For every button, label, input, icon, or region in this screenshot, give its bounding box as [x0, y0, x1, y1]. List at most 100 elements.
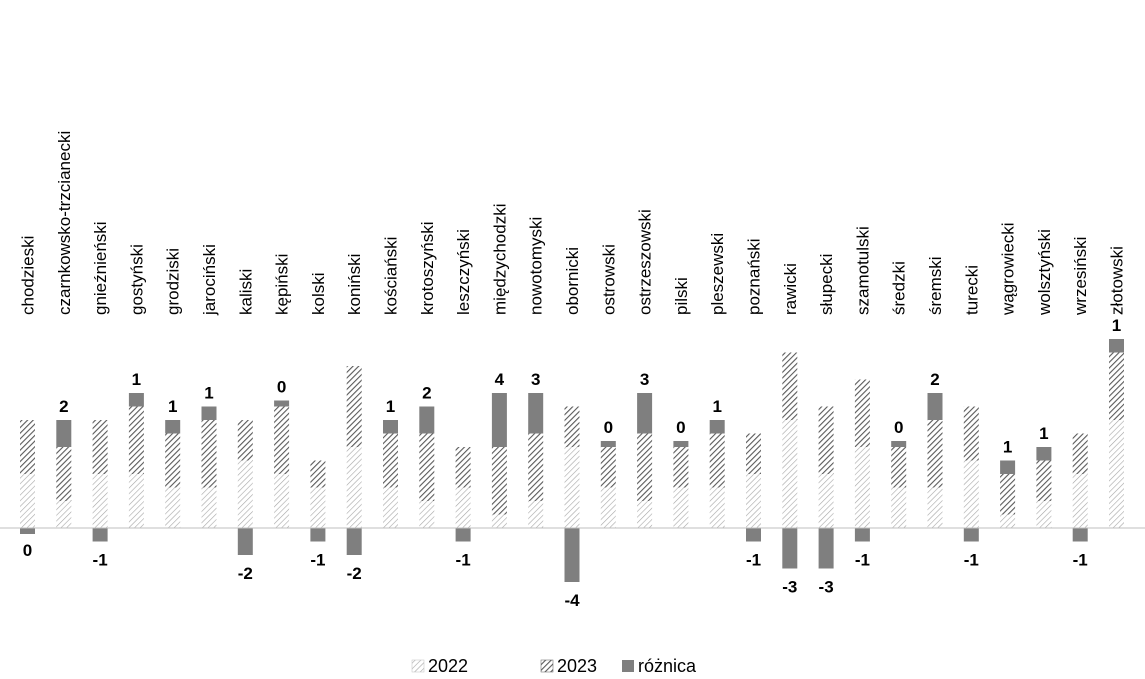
bar-roznica [455, 528, 471, 542]
category-label: chodzieski [19, 236, 38, 315]
category-label: ostrowski [599, 244, 618, 315]
bar-roznica [310, 528, 326, 542]
category-label: kolski [309, 272, 328, 315]
data-label: 1 [1039, 424, 1048, 443]
bar-2023 [237, 420, 253, 461]
category-labels: chodzieski czarnkowsko-trzcianecki gnieźni… [19, 131, 1127, 316]
bar-2022 [746, 474, 761, 528]
bar-roznica [963, 528, 979, 542]
bar-2022 [310, 487, 326, 528]
data-label: -1 [456, 551, 471, 570]
category-label: rawicki [781, 263, 800, 315]
bar-2022 [92, 474, 108, 528]
data-label: 1 [386, 397, 395, 416]
bar-2023 [346, 366, 362, 447]
category-label: krotoszyński [418, 221, 437, 315]
data-label: -1 [1073, 551, 1088, 570]
bar-2023 [673, 447, 689, 488]
data-label: -1 [310, 551, 325, 570]
data-labels: 0 2 -1 1 1 1 -2 0 -1 -2 1 2 -1 4 3 -4 0 3 0 1 -1 -3 -3 -1 0 2 -1 1 1… [23, 316, 1121, 610]
data-label: 0 [277, 378, 286, 397]
bar-2023 [383, 433, 398, 488]
bar-2023 [891, 447, 907, 488]
bar-2022 [600, 487, 616, 528]
bar-2023 [20, 420, 35, 474]
bar-2022 [782, 420, 798, 528]
data-label: 0 [676, 418, 685, 437]
category-label: nowotomyski [527, 217, 546, 315]
bar-2023 [92, 420, 108, 474]
bar-2023 [56, 447, 72, 501]
bar-2023 [274, 406, 290, 474]
bar-2023 [709, 433, 725, 488]
bar-2023 [782, 352, 798, 420]
bar-2022 [1109, 420, 1124, 528]
bar-roznica [818, 528, 834, 569]
data-label: 1 [132, 370, 141, 389]
data-label: 1 [204, 384, 213, 403]
bar-2023 [1109, 352, 1124, 420]
bar-2022 [419, 501, 435, 528]
data-label: 4 [495, 370, 505, 389]
bar-2023 [419, 433, 435, 501]
data-label: -3 [782, 578, 797, 597]
bar-roznica [927, 393, 943, 420]
bar-2023 [491, 447, 507, 515]
category-label: wągrowiecki [999, 222, 1018, 316]
category-label: międzychodzki [490, 204, 509, 316]
bar-2023 [600, 447, 616, 488]
bar-2023 [1072, 433, 1088, 474]
bar-roznica [346, 528, 362, 555]
bar-2022 [491, 514, 507, 528]
bar-2023 [637, 433, 653, 501]
bar-2022 [346, 447, 362, 528]
bar-roznica [128, 393, 144, 407]
bars [20, 339, 1124, 582]
bar-roznica [491, 393, 507, 447]
bar-roznica [1000, 460, 1016, 474]
bar-2022 [1000, 514, 1016, 528]
bar-2022 [891, 487, 907, 528]
bar-2023 [963, 406, 979, 461]
bar-2023 [818, 406, 834, 474]
bar-roznica [1109, 339, 1124, 353]
category-label: szamotulski [853, 226, 872, 315]
bar-2022 [564, 447, 580, 528]
bar-2022 [165, 487, 181, 528]
bar-roznica [274, 400, 290, 407]
bar-2022 [20, 474, 35, 528]
data-label: -3 [819, 578, 834, 597]
bar-2023 [854, 379, 870, 447]
data-label: 1 [168, 397, 177, 416]
legend-swatch-2022 [411, 659, 425, 673]
data-label: 0 [23, 541, 32, 560]
bar-roznica [56, 420, 72, 447]
legend-label-roznica: różnica [638, 656, 697, 676]
category-label: kępiński [273, 254, 292, 315]
data-label: 0 [604, 418, 613, 437]
category-label: złotowski [1108, 246, 1127, 315]
bar-2023 [455, 447, 471, 488]
category-label: śremski [926, 256, 945, 315]
bar-2022 [201, 487, 217, 528]
bar-2023 [564, 406, 580, 447]
data-label: -4 [564, 591, 580, 610]
category-label: koniński [345, 254, 364, 315]
category-label: jarociński [200, 244, 219, 316]
bar-2022 [854, 447, 870, 528]
category-label: wrzesiński [1071, 237, 1090, 316]
data-label: -2 [238, 564, 253, 583]
data-label: 3 [640, 370, 649, 389]
data-label: 1 [1112, 316, 1121, 335]
bar-2022 [128, 474, 144, 528]
bar-roznica [854, 528, 870, 542]
bar-2023 [1000, 474, 1016, 515]
bar-2022 [56, 501, 72, 528]
data-label: 2 [59, 397, 68, 416]
legend-swatch-2023 [540, 659, 554, 673]
data-label: 1 [712, 397, 721, 416]
legend-swatch-roznica [622, 660, 634, 672]
category-label: kościański [382, 237, 401, 315]
legend: 2022 2023 różnica [411, 656, 697, 676]
